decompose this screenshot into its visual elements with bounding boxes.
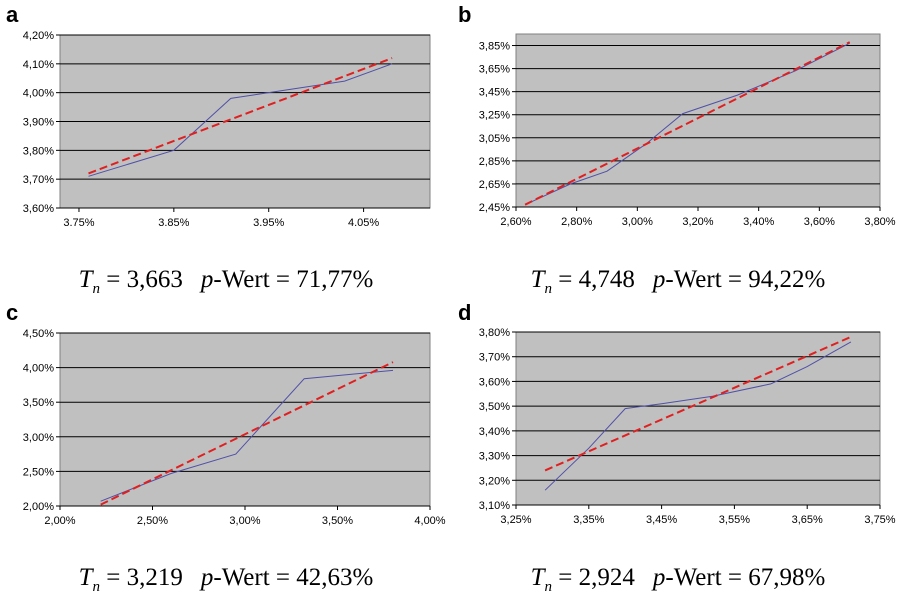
stat-value: = 3,663	[106, 266, 183, 293]
p-symbol: p	[200, 266, 214, 293]
x-tick-label: 2,00%	[44, 515, 75, 527]
x-tick-label: 3,00%	[622, 216, 653, 228]
y-tick-label: 2,85%	[479, 156, 510, 168]
x-tick-label: 3,00%	[229, 515, 260, 527]
y-tick-label: 3,60%	[23, 203, 54, 215]
x-tick-label: 3.85%	[158, 217, 189, 229]
x-tick-label: 3,80%	[864, 216, 895, 228]
plot-area-c	[59, 332, 431, 507]
chart-b-svg: 2,45% 2,65% 2,85% 3,05% 3,25% 3,45% 3,65% 3,85%…	[479, 33, 896, 228]
x-tick-label: 2,50%	[137, 515, 168, 527]
stat-subscript: n	[92, 579, 101, 595]
stat-value: = 4,748	[558, 266, 635, 293]
panel-label-b: b	[458, 2, 472, 27]
plot-area-d	[515, 331, 881, 506]
y-tick-label: 2,65%	[479, 179, 510, 191]
y-tick-label: 3,20%	[479, 475, 510, 487]
y-tick-label: 3,70%	[479, 352, 510, 364]
x-tick-label: 2,80%	[561, 216, 592, 228]
y-tick-label: 4,10%	[23, 59, 54, 71]
y-tick-label: 3,30%	[479, 451, 510, 463]
series-line-dashed	[88, 57, 393, 175]
stat-symbol: T	[78, 564, 93, 591]
y-tick-label: 3,85%	[479, 41, 510, 53]
caption-c: Tn = 3,219 p-Wert = 42,63%	[0, 565, 452, 595]
y-tick-label: 4,20%	[23, 30, 54, 42]
p-value: -Wert = 67,98%	[665, 564, 826, 591]
y-tick-label: 3,45%	[479, 87, 510, 99]
y-tick-label: 2,00%	[23, 501, 54, 513]
series-line-solid	[544, 341, 852, 491]
y-tick-label: 4,50%	[23, 328, 54, 340]
x-tick-label: 4.05%	[348, 217, 379, 229]
plot-area-b	[515, 33, 881, 208]
panel-label-d: d	[458, 300, 472, 325]
chart-c-svg: 2,00% 2,50% 3,00% 3,50% 4,00% 4,50% 2,00% 2,50%…	[23, 328, 446, 527]
y-tick-label: 3,80%	[23, 145, 54, 157]
chart-d-svg: 3,10% 3,20% 3,30% 3,40% 3,50% 3,60% 3,70% 3,80%…	[479, 327, 896, 526]
p-symbol: p	[200, 564, 214, 591]
x-tick-label: 3.95%	[253, 217, 284, 229]
y-tick-label: 2,45%	[479, 202, 510, 214]
x-tick-label: 3,55%	[719, 514, 750, 526]
y-tick-label: 3,25%	[479, 110, 510, 122]
stat-subscript: n	[92, 281, 101, 297]
chart-a-svg: 3,60% 3,70% 3,80% 3,90% 4,00% 4,10% 4,20% 3.75%…	[23, 30, 431, 229]
y-tick-label: 4,00%	[23, 363, 54, 375]
caption-d: Tn = 2,924 p-Wert = 67,98%	[452, 565, 904, 595]
x-tick-label: 3,40%	[743, 216, 774, 228]
panel-label-c: c	[6, 300, 19, 325]
caption-a: Tn = 3,663 p-Wert = 71,77%	[0, 267, 452, 297]
y-tick-label: 3,70%	[23, 174, 54, 186]
x-tick-label: 3,25%	[500, 514, 531, 526]
x-tick-label: 4,00%	[414, 515, 445, 527]
x-tick-label: 3,50%	[322, 515, 353, 527]
stat-subscript: n	[544, 281, 553, 297]
stat-value: = 2,924	[558, 564, 635, 591]
stat-symbol: T	[78, 266, 93, 293]
p-value: -Wert = 71,77%	[213, 266, 374, 293]
y-tick-label: 3,65%	[479, 64, 510, 76]
y-tick-label: 3,40%	[479, 426, 510, 438]
y-tick-label: 4,00%	[23, 88, 54, 100]
x-tick-label: 3,20%	[682, 216, 713, 228]
p-symbol: p	[652, 266, 666, 293]
p-symbol: p	[652, 564, 666, 591]
series-line-dashed	[100, 361, 394, 506]
series-line-dashed	[544, 335, 852, 472]
y-tick-label: 3,00%	[23, 432, 54, 444]
y-tick-label: 2,50%	[23, 466, 54, 478]
y-tick-label: 3,10%	[479, 500, 510, 512]
caption-b: Tn = 4,748 p-Wert = 94,22%	[452, 267, 904, 297]
x-tick-label: 2,60%	[500, 216, 531, 228]
stat-value: = 3,219	[106, 564, 183, 591]
x-tick-label: 3.75%	[63, 217, 94, 229]
y-tick-label: 3,50%	[23, 397, 54, 409]
y-tick-label: 3,50%	[479, 401, 510, 413]
x-tick-label: 3,75%	[864, 514, 895, 526]
series-line-solid	[88, 63, 393, 177]
p-value: -Wert = 94,22%	[665, 266, 826, 293]
series-line-dashed	[524, 41, 851, 206]
chart-panel-a: a 3,60% 3,70% 3,80% 3,90% 4,00% 4,10% 4,20% 3.7…	[0, 0, 452, 298]
y-tick-label: 3,90%	[23, 117, 54, 129]
p-value: -Wert = 42,63%	[213, 564, 374, 591]
x-tick-label: 3,45%	[646, 514, 677, 526]
y-tick-label: 3,60%	[479, 376, 510, 388]
chart-panel-c: c 2,00% 2,50% 3,00% 3,50% 4,00% 4,50% 2,00% 2,5…	[0, 298, 452, 596]
x-tick-label: 3,65%	[792, 514, 823, 526]
panel-label-a: a	[6, 2, 19, 27]
chart-panel-b: b 2,45% 2,65% 2,85% 3,05% 3,25% 3,45% 3,65% 3,8…	[452, 0, 904, 298]
stat-symbol: T	[530, 266, 545, 293]
y-tick-label: 3,05%	[479, 133, 510, 145]
chart-panel-d: d 3,10% 3,20% 3,30% 3,40% 3,50% 3,60% 3,70% 3,8…	[452, 298, 904, 596]
x-tick-label: 3,35%	[573, 514, 604, 526]
y-tick-label: 3,80%	[479, 327, 510, 339]
x-tick-label: 3,60%	[804, 216, 835, 228]
stat-symbol: T	[530, 564, 545, 591]
stat-subscript: n	[544, 579, 553, 595]
